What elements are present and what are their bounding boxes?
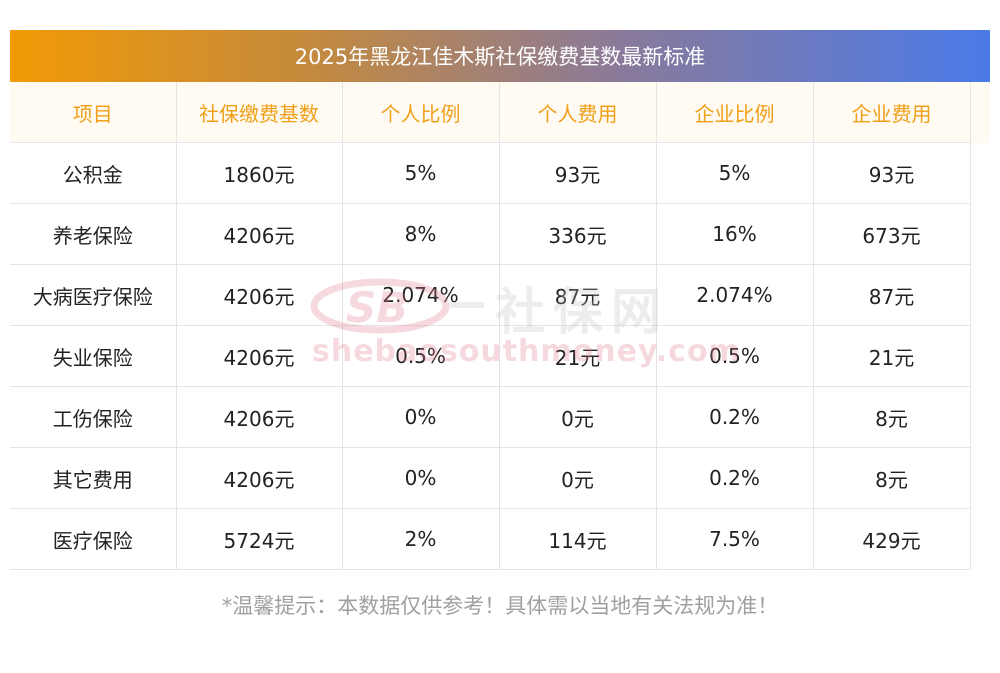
cell-base: 1860元 [176,142,343,204]
column-header-base: 社保缴费基数 [176,82,343,143]
row-edge-cell [969,447,990,509]
row-edge-cell [969,264,990,326]
cell-personal-rate: 2.074% [342,264,500,326]
column-header-company-rate: 企业比例 [656,82,814,143]
column-header-item: 项目 [10,82,177,143]
table-title: 2025年黑龙江佳木斯社保缴费基数最新标准 [294,45,706,69]
cell-base: 4206元 [176,325,343,387]
cell-item: 大病医疗保险 [10,264,177,326]
cell-item: 失业保险 [10,325,177,387]
cell-base: 5724元 [176,508,343,570]
table-title-banner: 2025年黑龙江佳木斯社保缴费基数最新标准 [10,30,990,82]
cell-base: 4206元 [176,264,343,326]
cell-company-rate: 0.5% [656,325,814,387]
table-row: 工伤保险 4206元 0% 0元 0.2% 8元 [10,386,990,448]
cell-company-rate: 16% [656,203,814,265]
cell-item: 公积金 [10,142,177,204]
cell-personal-rate: 0.5% [342,325,500,387]
cell-company-cost: 429元 [813,508,971,570]
cell-company-cost: 21元 [813,325,971,387]
cell-company-cost: 87元 [813,264,971,326]
cell-personal-cost: 93元 [499,142,657,204]
header-edge-cell [970,82,990,143]
cell-company-rate: 0.2% [656,386,814,448]
cell-item: 其它费用 [10,447,177,509]
column-header-company-cost: 企业费用 [813,82,971,143]
table-row: 大病医疗保险 4206元 2.074% 87元 2.074% 87元 [10,264,990,326]
row-edge-cell [969,325,990,387]
cell-base: 4206元 [176,203,343,265]
cell-base: 4206元 [176,386,343,448]
row-edge-cell [969,203,990,265]
column-header-personal-cost: 个人费用 [499,82,657,143]
disclaimer-note: *温馨提示：本数据仅供参考！具体需以当地有关法规为准！ [221,594,779,618]
cell-personal-rate: 2% [342,508,500,570]
table-row: 医疗保险 5724元 2% 114元 7.5% 429元 [10,508,990,570]
cell-company-rate: 7.5% [656,508,814,570]
cell-personal-cost: 114元 [499,508,657,570]
cell-company-cost: 93元 [813,142,971,204]
cell-item: 医疗保险 [10,508,177,570]
cell-company-cost: 8元 [813,447,971,509]
cell-item: 工伤保险 [10,386,177,448]
cell-personal-cost: 336元 [499,203,657,265]
cell-personal-rate: 0% [342,386,500,448]
table-row: 失业保险 4206元 0.5% 21元 0.5% 21元 [10,325,990,387]
table-header-row: 项目 社保缴费基数 个人比例 个人费用 企业比例 企业费用 [10,82,990,143]
cell-company-cost: 673元 [813,203,971,265]
cell-company-rate: 5% [656,142,814,204]
cell-personal-cost: 0元 [499,386,657,448]
column-header-personal-rate: 个人比例 [342,82,500,143]
row-edge-cell [969,386,990,448]
cell-company-cost: 8元 [813,386,971,448]
table-row: 其它费用 4206元 0% 0元 0.2% 8元 [10,447,990,509]
row-edge-cell [969,142,990,204]
cell-personal-rate: 8% [342,203,500,265]
table-row: 公积金 1860元 5% 93元 5% 93元 [10,142,990,204]
cell-personal-cost: 0元 [499,447,657,509]
social-security-table: 项目 社保缴费基数 个人比例 个人费用 企业比例 企业费用 公积金 1860元 … [10,82,990,570]
cell-company-rate: 2.074% [656,264,814,326]
cell-personal-rate: 5% [342,142,500,204]
cell-personal-cost: 21元 [499,325,657,387]
table-row: 养老保险 4206元 8% 336元 16% 673元 [10,203,990,265]
cell-company-rate: 0.2% [656,447,814,509]
cell-item: 养老保险 [10,203,177,265]
cell-personal-cost: 87元 [499,264,657,326]
row-edge-cell [969,508,990,570]
cell-personal-rate: 0% [342,447,500,509]
cell-base: 4206元 [176,447,343,509]
